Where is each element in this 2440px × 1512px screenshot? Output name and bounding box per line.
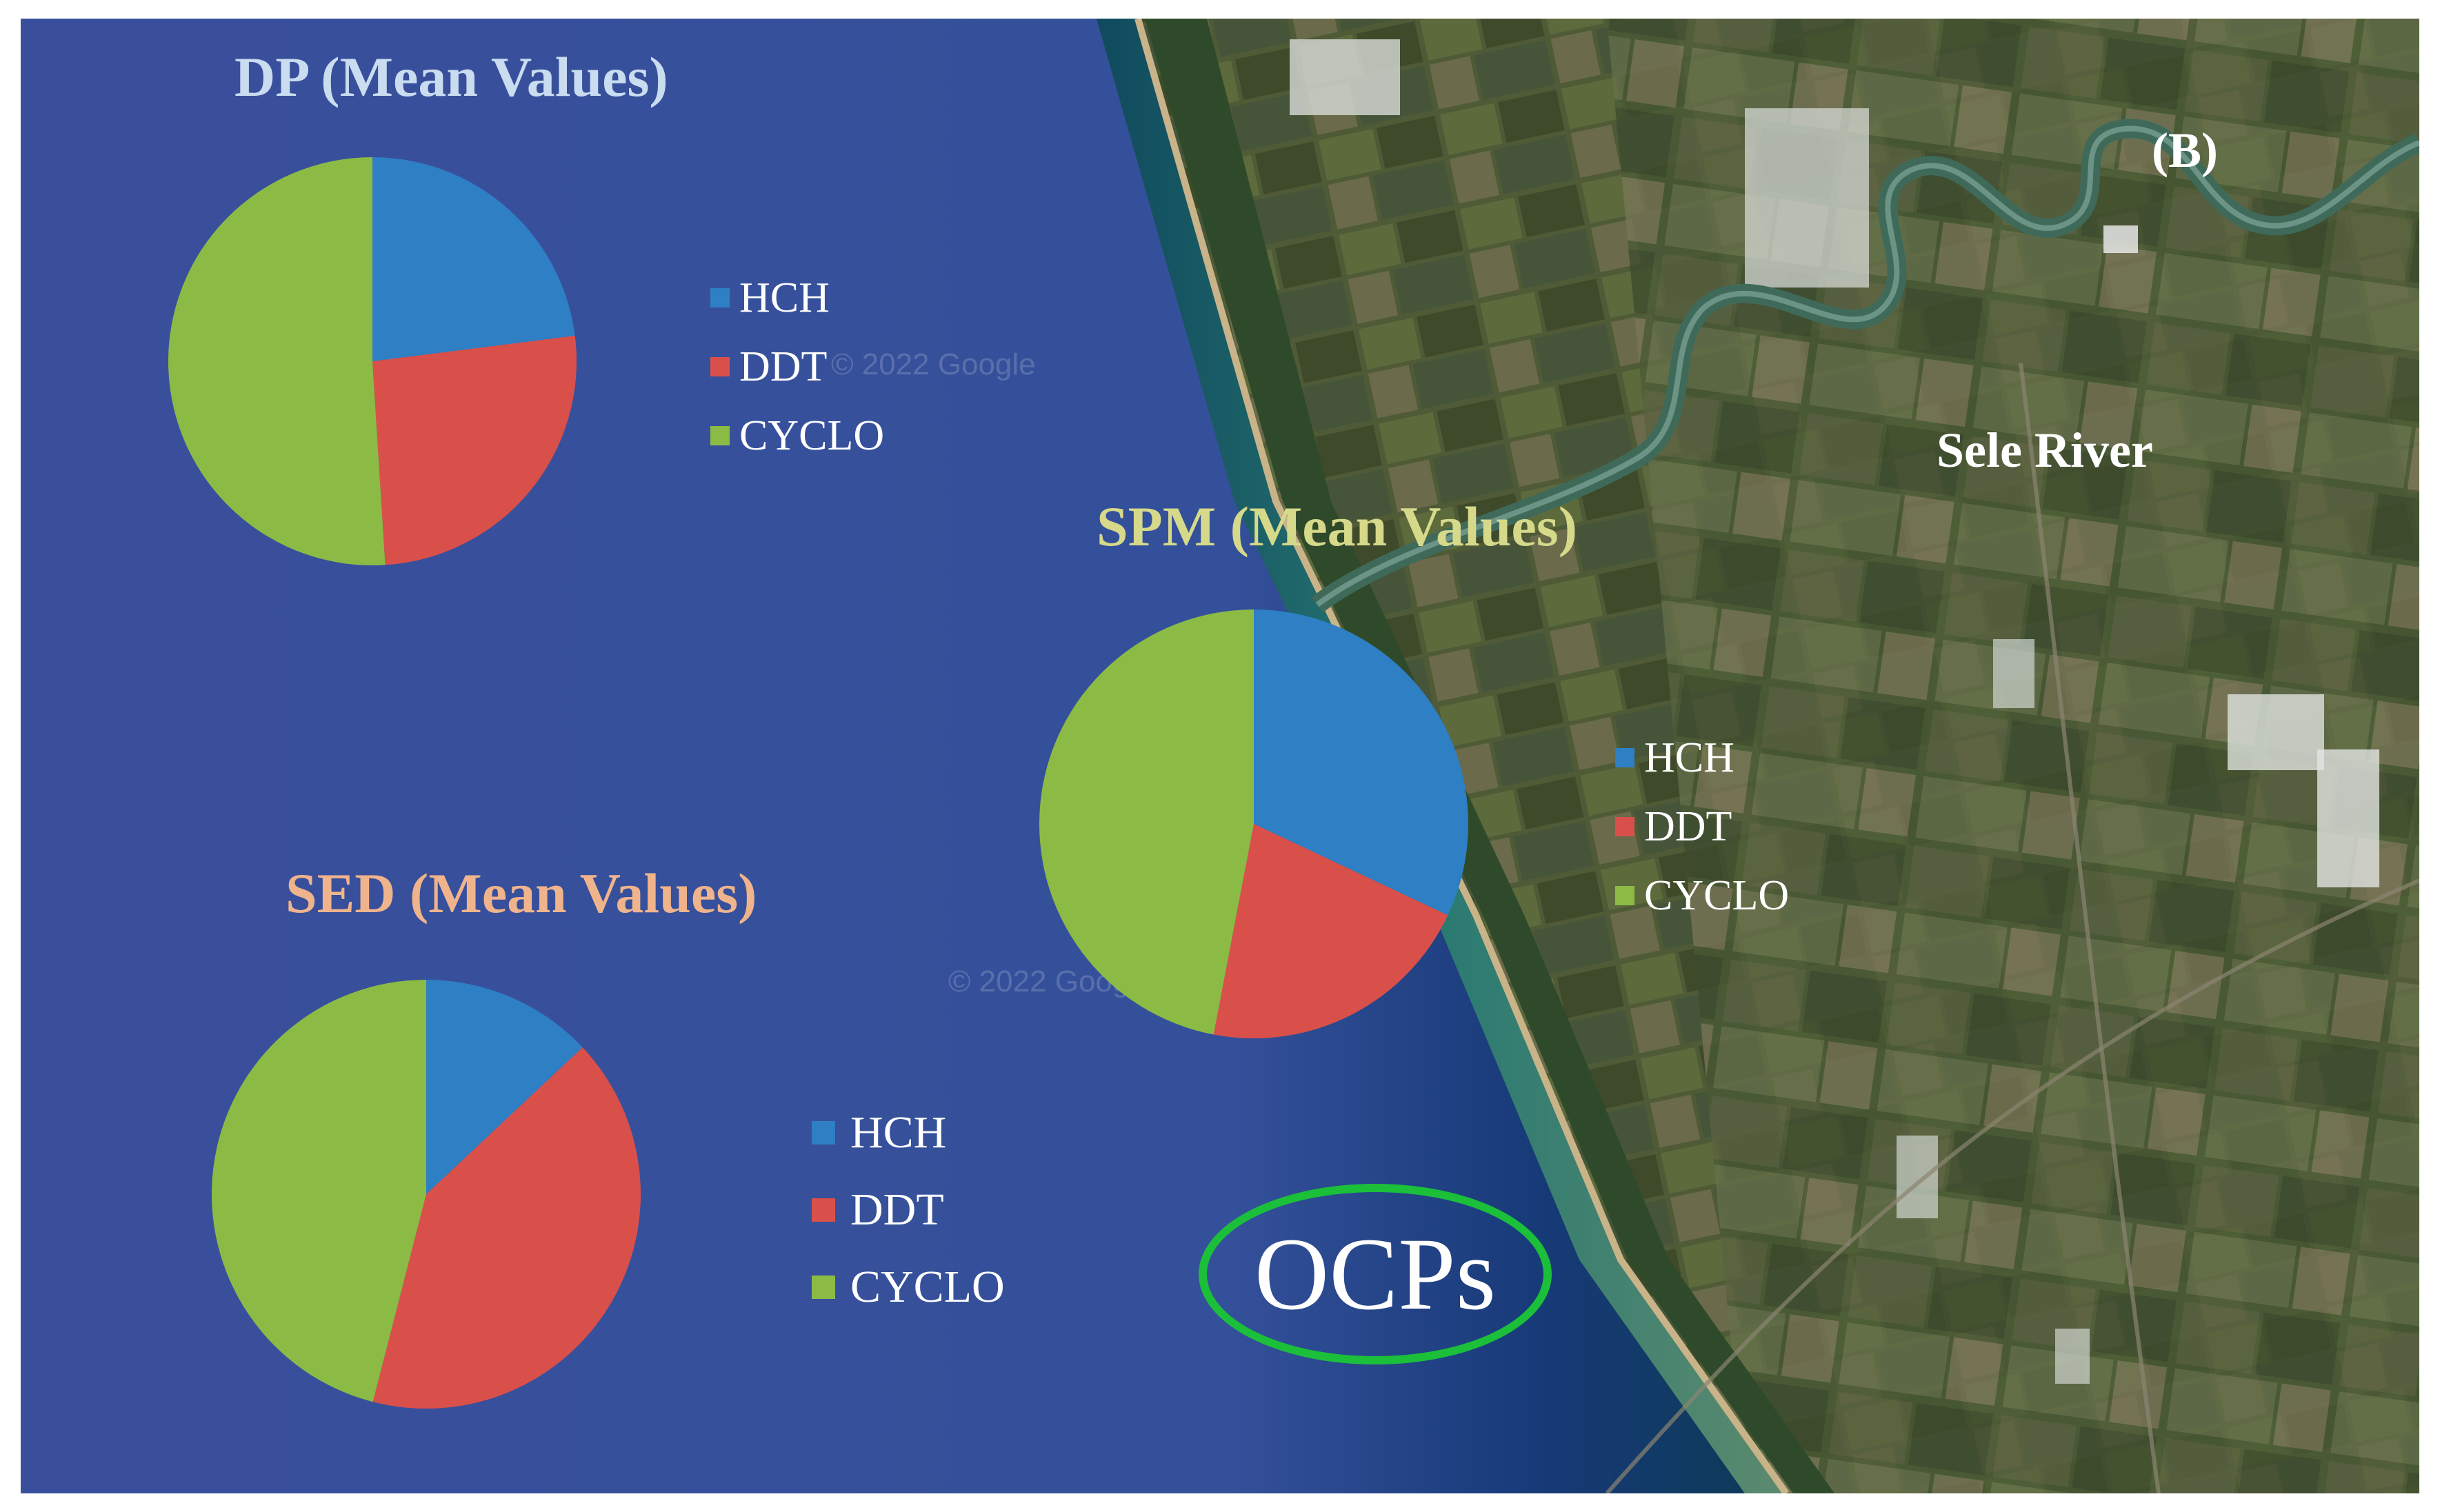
sed-legend-label: DDT xyxy=(850,1185,944,1235)
sed-legend-label: HCH xyxy=(850,1107,947,1158)
figure-label: (B) xyxy=(2152,123,2218,178)
dp-legend-swatch xyxy=(710,426,730,445)
sed-slice-cyclo xyxy=(212,980,426,1402)
spm-legend-label: HCH xyxy=(1644,734,1734,781)
dp-legend-item: CYCLO xyxy=(710,401,884,470)
sed-legend-item: DDT xyxy=(812,1171,1005,1249)
map-watermark: © 2022 Google xyxy=(831,347,1036,381)
spm-legend-swatch xyxy=(1615,748,1634,767)
river-label: Sele River xyxy=(1937,423,2153,478)
spm-legend: HCH DDT CYCLO xyxy=(1615,723,1789,930)
sed-legend-item: CYCLO xyxy=(812,1249,1005,1326)
sed-slice-hch xyxy=(426,980,583,1194)
dp-chart-title: DP (Mean Values) xyxy=(234,46,668,108)
spm-slice-cyclo xyxy=(1039,609,1254,1035)
dp-legend-swatch xyxy=(710,357,730,376)
sed-chart-title: SED (Mean Values) xyxy=(286,862,757,925)
spm-legend-swatch xyxy=(1615,886,1634,905)
spm-legend-label: CYCLO xyxy=(1644,871,1790,919)
sed-legend: HCH DDT CYCLO xyxy=(812,1094,1005,1326)
ocps-label: OCPs xyxy=(1254,1217,1497,1331)
dp-legend-label: CYCLO xyxy=(739,412,885,459)
sed-slice-ddt xyxy=(372,1047,641,1409)
sed-legend-label: CYCLO xyxy=(850,1262,1005,1312)
dp-legend-item: DDT xyxy=(710,332,884,401)
dp-legend-label: HCH xyxy=(739,274,830,321)
dp-slice-ddt xyxy=(372,335,577,565)
spm-pie xyxy=(1039,609,1468,1038)
spm-legend-label: DDT xyxy=(1644,803,1732,850)
sed-legend-swatch xyxy=(812,1276,835,1299)
dp-slice-hch xyxy=(372,157,575,361)
dp-slice-cyclo xyxy=(168,157,386,566)
spm-legend-swatch xyxy=(1615,817,1634,836)
dp-legend-swatch xyxy=(710,288,730,308)
sed-legend-swatch xyxy=(812,1198,835,1222)
spm-legend-item: DDT xyxy=(1615,792,1789,861)
dp-pie xyxy=(168,157,577,566)
sed-pie xyxy=(212,980,641,1409)
sed-legend-item: HCH xyxy=(812,1094,1005,1171)
spm-legend-item: HCH xyxy=(1615,723,1789,792)
dp-legend-item: HCH xyxy=(710,263,884,332)
sed-legend-swatch xyxy=(812,1121,835,1145)
ocps-badge: OCPs xyxy=(1199,1184,1552,1364)
spm-chart-title: SPM (Mean Values) xyxy=(1097,495,1577,558)
dp-legend-label: DDT xyxy=(739,343,828,390)
map-background: © 2022 Google © 2022 Google (B) Sele Riv… xyxy=(21,19,2419,1493)
dp-legend: HCH DDT CYCLO xyxy=(710,263,884,470)
spm-slice-hch xyxy=(1254,609,1468,916)
spm-slice-ddt xyxy=(1213,824,1448,1038)
spm-legend-item: CYCLO xyxy=(1615,861,1789,930)
